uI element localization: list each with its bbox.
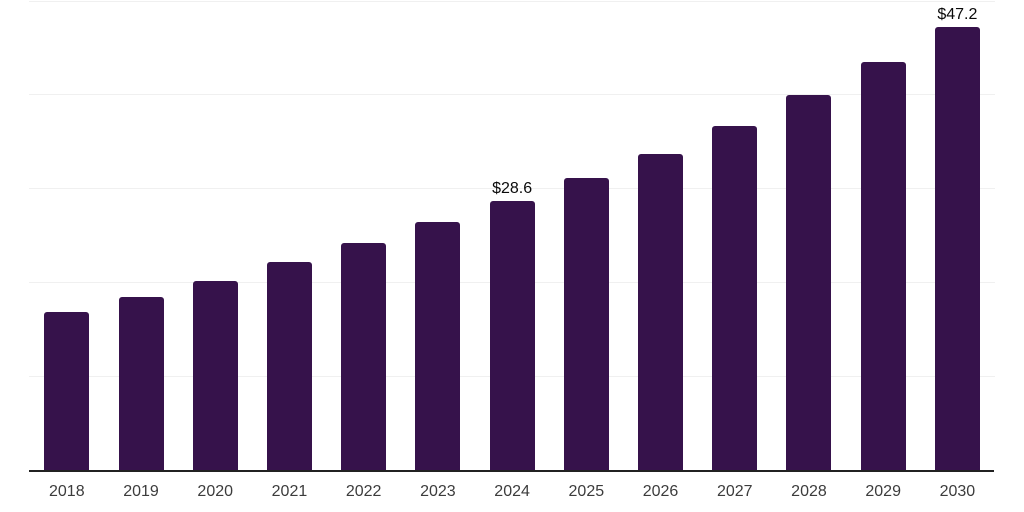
x-tick-2029: 2029	[865, 483, 901, 500]
bar-2030	[934, 26, 980, 470]
bar-2028	[786, 95, 832, 470]
bar-2025	[563, 177, 609, 470]
data-label-2024: $28.6	[492, 180, 533, 198]
bar-2023	[415, 222, 461, 470]
bar-2022	[341, 242, 387, 470]
x-tick-2027: 2027	[716, 483, 753, 500]
x-tick-2023: 2023	[420, 483, 456, 500]
x-axis-line	[29, 470, 994, 472]
x-tick-2021: 2021	[271, 483, 308, 500]
x-tick-2019: 2019	[123, 483, 159, 500]
x-tick-2022: 2022	[345, 483, 382, 500]
x-tick-2024: 2024	[494, 483, 530, 500]
x-tick-2030: 2030	[939, 483, 976, 500]
gridline-40	[29, 94, 995, 96]
bar-2020	[192, 281, 238, 470]
bar-2019	[118, 297, 164, 470]
x-tick-2026: 2026	[642, 483, 679, 500]
data-label-2030: $47.2	[937, 5, 978, 23]
bar-2018	[44, 312, 90, 470]
x-tick-2020: 2020	[197, 483, 234, 500]
bar-2021	[266, 262, 312, 470]
bar-2026	[638, 153, 684, 470]
x-tick-2028: 2028	[791, 483, 827, 500]
gridline-30	[29, 188, 995, 190]
bar-2024	[489, 201, 535, 470]
bar-2027	[712, 126, 758, 470]
gridline-50	[29, 0, 995, 2]
bar-2029	[860, 62, 906, 470]
x-tick-2025: 2025	[568, 483, 605, 500]
x-tick-2018: 2018	[49, 483, 85, 500]
